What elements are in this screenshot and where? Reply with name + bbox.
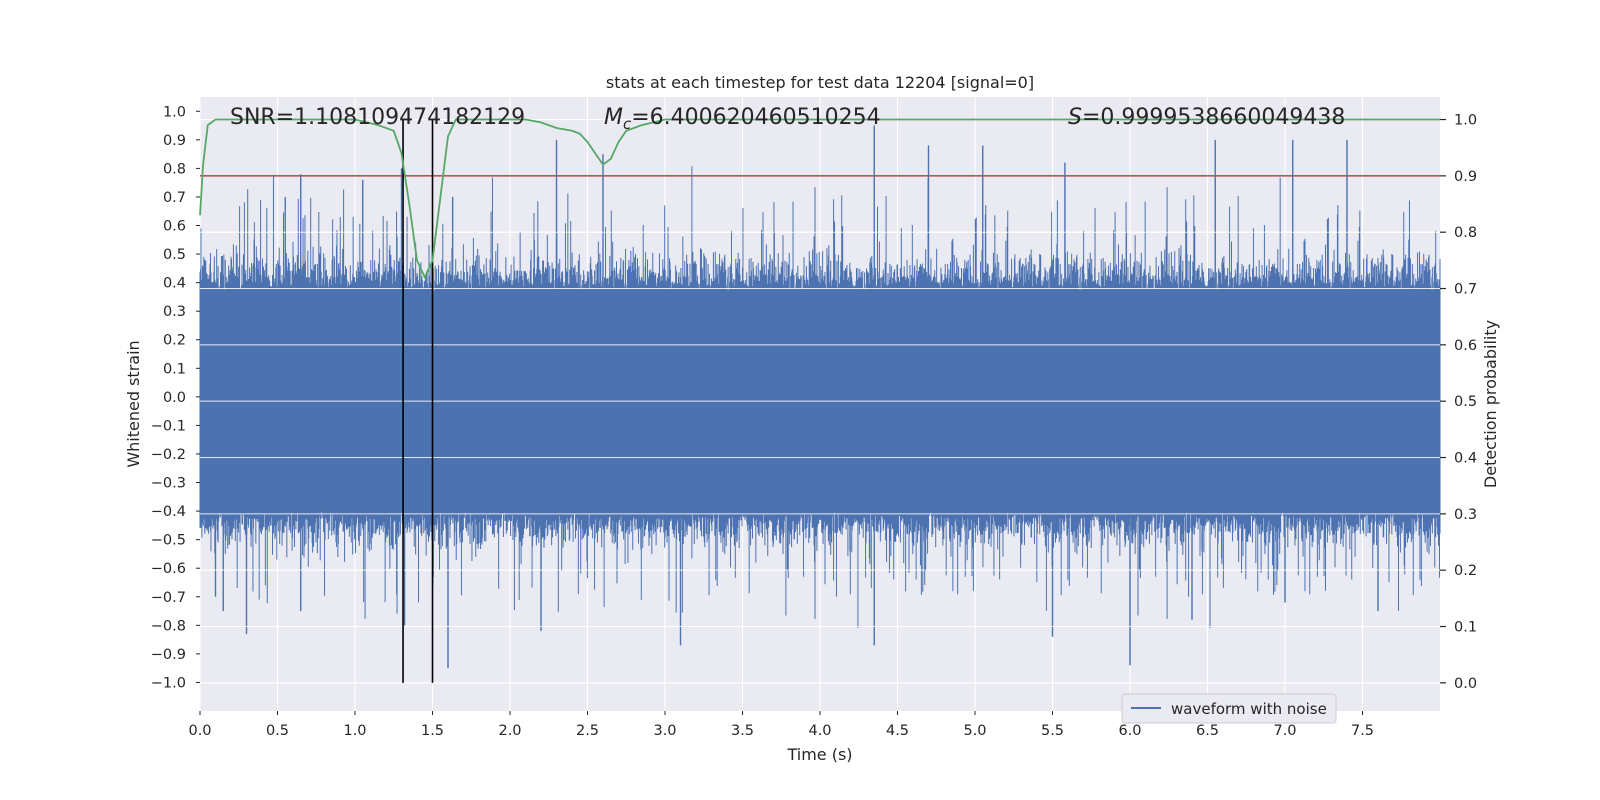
x-tick-label: 0.5	[266, 723, 289, 739]
s-symbol: S	[1068, 105, 1082, 130]
y-right-tick-label: 0.9	[1454, 169, 1477, 185]
y-left-tick-label: 0.4	[163, 276, 186, 292]
y-left-tick-label: −0.9	[151, 647, 186, 663]
y-left-tick-label: 1.0	[163, 104, 186, 120]
x-tick-label: 6.0	[1118, 723, 1141, 739]
y-right-tick-label: 0.4	[1454, 451, 1477, 467]
x-tick-label: 2.0	[498, 723, 521, 739]
y-axis-label-right: Detection probability	[1481, 320, 1500, 488]
y-right-tick-label: 0.0	[1454, 676, 1477, 692]
legend-label-waveform: waveform with noise	[1171, 700, 1327, 718]
mc-value: =6.400620460510254	[631, 105, 880, 130]
y-left-tick-label: 0.7	[163, 190, 186, 206]
x-tick-label: 7.0	[1273, 723, 1296, 739]
y-left-tick-label: 0.8	[163, 161, 186, 177]
mc-symbol: M	[604, 105, 623, 130]
x-tick-label: 3.0	[653, 723, 676, 739]
y-right-tick-label: 0.7	[1454, 282, 1477, 298]
x-tick-label: 1.5	[421, 723, 444, 739]
y-right-tick-label: 1.0	[1454, 113, 1477, 129]
y-left-tick-label: −0.8	[151, 618, 186, 634]
y-right-tick-label: 0.8	[1454, 225, 1477, 241]
x-axis-label: Time (s)	[786, 745, 852, 764]
y-right-tick-label: 0.5	[1454, 394, 1477, 410]
legend: waveform with noise	[1121, 693, 1337, 724]
y-left-tick-label: 0.2	[163, 333, 186, 349]
x-tick-label: 7.5	[1351, 723, 1374, 739]
y-left-tick-label: 0.5	[163, 247, 186, 263]
y-left-tick-label: −1.0	[151, 675, 186, 691]
y-left-tick-label: −0.5	[151, 533, 186, 549]
y-left-tick-label: −0.1	[151, 418, 186, 434]
mc-annotation: Mc=6.400620460510254	[604, 105, 881, 133]
chart-title: stats at each timestep for test data 122…	[606, 73, 1034, 92]
x-tick-label: 4.0	[808, 723, 831, 739]
y-right-tick-label: 0.6	[1454, 338, 1477, 354]
y-left-tick-label: 0.1	[163, 361, 186, 377]
y-left-tick-label: −0.6	[151, 561, 186, 577]
snr-annotation: SNR=1.108109474182129	[230, 105, 525, 130]
ticks: 0.0 0.5 1.0 1.5 2.0 2.5 3.0 3.5 4.0 4.5 5.0 5.5 6.0 6…	[151, 104, 1477, 739]
y-right-tick-label: 0.1	[1454, 620, 1477, 636]
y-right-tick-label: 0.2	[1454, 563, 1477, 579]
x-tick-label: 2.5	[576, 723, 599, 739]
y-left-tick-label: 0.6	[163, 219, 186, 235]
legend-box	[1121, 693, 1337, 724]
overlay-series	[199, 118, 1440, 684]
y-axis-label-left: Whitened strain	[124, 340, 143, 467]
x-tick-label: 5.5	[1041, 723, 1064, 739]
y-left-tick-label: −0.3	[151, 476, 186, 492]
s-annotation: S=0.9999538660049438	[1068, 105, 1345, 130]
x-tick-label: 0.0	[188, 723, 211, 739]
y-left-tick-label: −0.4	[151, 504, 186, 520]
x-tick-label: 4.5	[886, 723, 909, 739]
x-tick-label: 3.5	[731, 723, 754, 739]
y-left-tick-label: 0.3	[163, 304, 186, 320]
y-left-tick-label: 0.9	[163, 133, 186, 149]
s-value: =0.9999538660049438	[1082, 105, 1345, 130]
x-tick-label: 5.0	[963, 723, 986, 739]
x-tick-label: 6.5	[1196, 723, 1219, 739]
detection-probability-line	[199, 118, 1440, 280]
y-left-tick-label: 0.0	[163, 390, 186, 406]
x-tick-label: 1.0	[343, 723, 366, 739]
y-left-tick-label: −0.7	[151, 590, 186, 606]
y-left-tick-label: −0.2	[151, 447, 186, 463]
mc-subscript: c	[623, 115, 632, 133]
y-right-tick-label: 0.3	[1454, 507, 1477, 523]
